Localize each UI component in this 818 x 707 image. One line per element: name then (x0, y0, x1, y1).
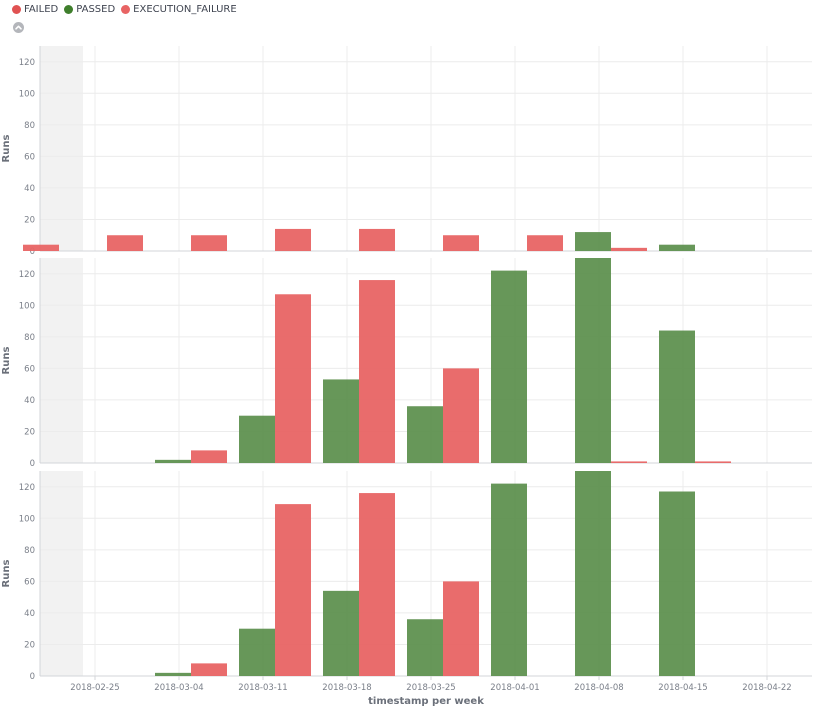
bar-passed-2018-04-02 (491, 483, 527, 676)
bar-failed-2018-04-02 (527, 235, 563, 251)
bar-passed-2018-03-12 (239, 415, 275, 463)
y-axis-title: Runs (1, 560, 12, 588)
bar-failed-2018-03-26 (443, 235, 479, 251)
y-tick-label: 80 (24, 121, 35, 131)
y-tick-label: 60 (24, 364, 35, 374)
bar-failed-2018-02-26 (107, 235, 143, 251)
bar-failed-2018-03-19 (359, 493, 395, 676)
x-axis-title: timestamp per week (368, 696, 484, 707)
bar-failed-2018-03-26 (443, 581, 479, 676)
bar-passed-2018-04-09 (575, 258, 611, 463)
bar-passed-2018-04-09 (575, 471, 611, 676)
bar-passed-2018-03-26 (407, 406, 443, 463)
bar-failed-2018-03-19 (359, 280, 395, 463)
shaded-range (40, 46, 83, 251)
y-tick-label: 100 (19, 89, 35, 99)
y-tick-label: 60 (24, 152, 35, 162)
x-tick-label: 2018-03-04 (154, 683, 203, 693)
bar-failed-2018-03-05 (191, 663, 227, 676)
y-tick-label: 20 (24, 640, 35, 650)
bar-passed-2018-04-16 (659, 244, 695, 251)
y-tick-label: 20 (24, 427, 35, 437)
shaded-range (40, 258, 83, 463)
bar-failed-2018-04-16 (695, 461, 731, 463)
x-tick-label: 2018-03-11 (238, 683, 287, 693)
y-tick-label: 100 (19, 301, 35, 311)
chevron-up-icon[interactable] (13, 22, 24, 33)
bar-passed-2018-03-26 (407, 619, 443, 676)
y-tick-label: 0 (30, 459, 35, 469)
bar-passed-2018-04-16 (659, 491, 695, 676)
y-tick-label: 40 (24, 609, 35, 619)
bar-passed-2018-03-05 (155, 672, 191, 676)
bar-passed-2018-04-16 (659, 330, 695, 463)
y-tick-label: 20 (24, 215, 35, 225)
bar-failed-2018-04-09 (611, 247, 647, 251)
shaded-range (40, 471, 83, 676)
bar-passed-2018-03-19 (323, 379, 359, 463)
bar-failed-2018-02-19 (23, 244, 59, 251)
x-tick-label: 2018-04-15 (658, 683, 707, 693)
legend-item-passed[interactable]: PASSED (64, 4, 115, 15)
y-tick-label: 0 (30, 672, 35, 682)
y-tick-label: 120 (19, 270, 35, 280)
x-tick-label: 2018-04-08 (574, 683, 623, 693)
bar-failed-2018-03-12 (275, 294, 311, 463)
x-tick-label: 2018-04-22 (742, 683, 791, 693)
legend: FAILED PASSED EXECUTION_FAILURE (12, 2, 243, 16)
bar-failed-2018-03-26 (443, 368, 479, 463)
legend-dot-icon (64, 4, 74, 14)
x-tick-label: 2018-03-25 (406, 683, 455, 693)
legend-label: PASSED (76, 3, 116, 15)
legend-item-execution-failure[interactable]: EXECUTION_FAILURE (121, 3, 237, 15)
bar-failed-2018-03-12 (275, 504, 311, 676)
y-tick-label: 100 (19, 514, 35, 524)
bar-failed-2018-03-12 (275, 228, 311, 251)
bar-passed-2018-04-09 (575, 232, 611, 251)
bar-passed-2018-03-19 (323, 590, 359, 676)
y-tick-label: 60 (24, 577, 35, 587)
y-tick-label: 40 (24, 184, 35, 194)
bar-failed-2018-03-05 (191, 450, 227, 463)
y-tick-label: 0 (30, 247, 35, 257)
bar-failed-2018-04-09 (611, 461, 647, 463)
y-tick-label: 80 (24, 333, 35, 343)
y-axis-title: Runs (1, 135, 12, 163)
bar-failed-2018-03-19 (359, 228, 395, 251)
y-tick-label: 120 (19, 483, 35, 493)
bar-passed-2018-03-12 (239, 628, 275, 676)
y-tick-label: 120 (19, 58, 35, 68)
bar-failed-2018-03-05 (191, 235, 227, 251)
y-tick-label: 80 (24, 546, 35, 556)
legend-label: FAILED (24, 3, 59, 15)
legend-label: EXECUTION_FAILURE (133, 3, 237, 15)
x-tick-label: 2018-03-18 (322, 683, 371, 693)
y-axis-title: Runs (1, 347, 12, 375)
x-tick-label: 2018-04-01 (490, 683, 539, 693)
bar-passed-2018-03-05 (155, 459, 191, 463)
y-tick-label: 40 (24, 396, 35, 406)
legend-dot-icon (12, 4, 21, 14)
legend-item-failed[interactable]: FAILED (12, 4, 58, 15)
bar-passed-2018-04-02 (491, 270, 527, 463)
x-tick-label: 2018-02-25 (70, 683, 119, 693)
legend-dot-icon (121, 4, 131, 14)
